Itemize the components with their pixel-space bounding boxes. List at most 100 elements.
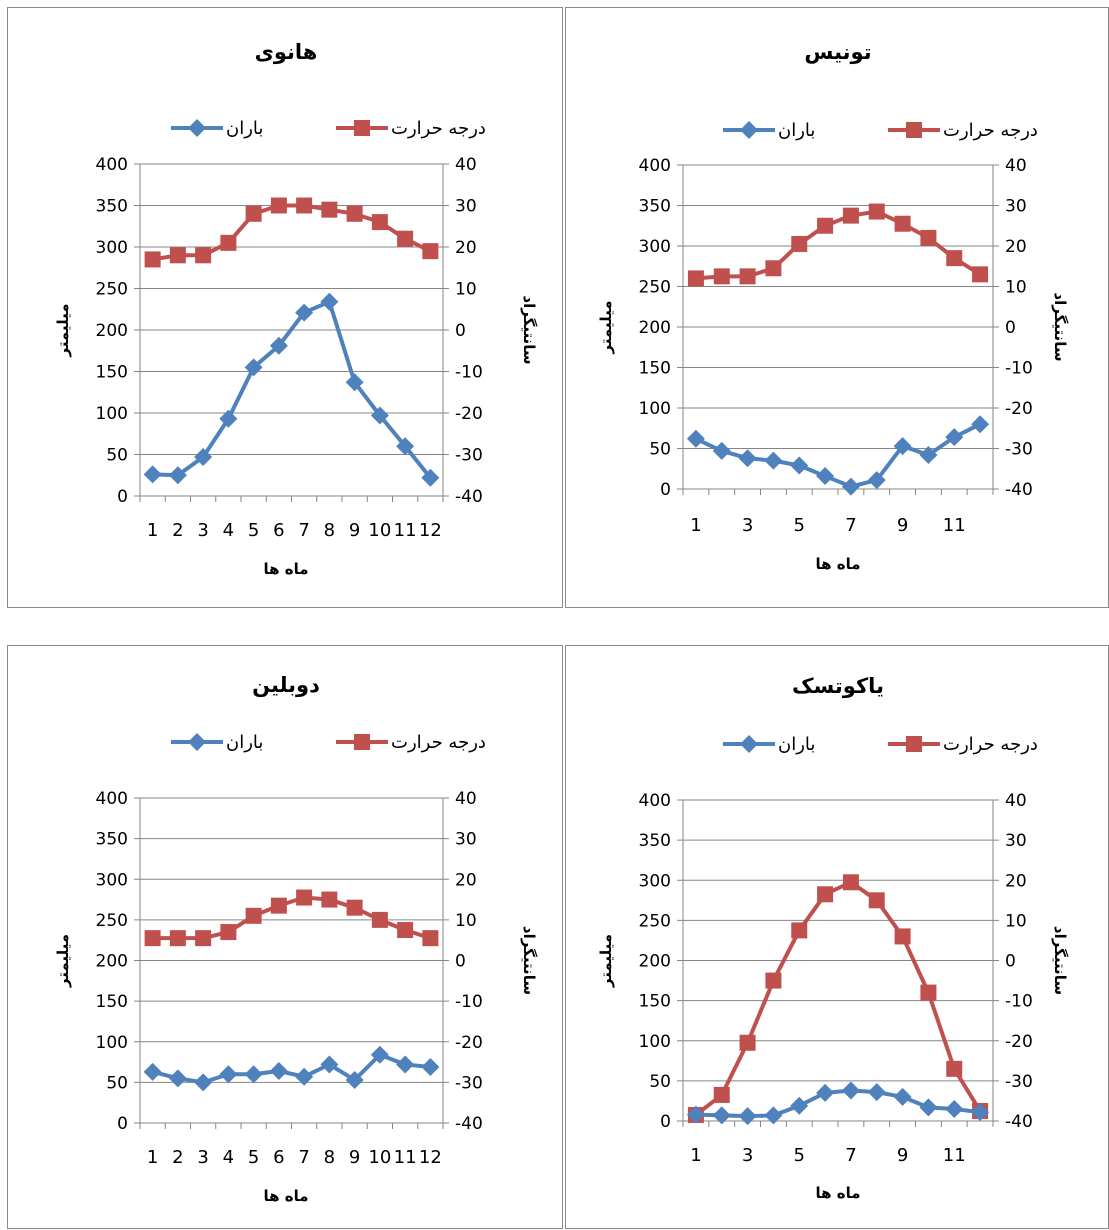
y-tick-label: 150 xyxy=(639,992,671,1012)
temperature-point xyxy=(920,229,937,246)
y2-tick-label: -40 xyxy=(1005,1112,1033,1132)
legend-rain-label: باران xyxy=(226,118,263,139)
temperature-point xyxy=(296,197,313,214)
y2-tick-label: 0 xyxy=(1005,318,1016,338)
y-tick-label: 300 xyxy=(639,237,671,257)
x-tick-label: 11 xyxy=(943,1145,966,1166)
x-tick-label: 4 xyxy=(223,1147,234,1168)
y2-tick-label: -10 xyxy=(455,363,483,383)
rain-point xyxy=(345,373,364,392)
legend-temperature-label: درجه حرارت xyxy=(391,118,486,139)
chart-panel-yakutsk: یاکوتسک درجه حرارت باران 0 -40 50 -30 100 -20 150… xyxy=(565,645,1109,1229)
rain-point xyxy=(295,303,314,322)
temperature-point xyxy=(842,207,859,224)
x-tick-label: 5 xyxy=(794,515,805,536)
x-tick-label: 3 xyxy=(742,515,753,536)
legend-rain-label: باران xyxy=(778,120,815,141)
rain-point xyxy=(320,292,339,311)
y2-tick-label: -20 xyxy=(455,1033,483,1053)
x-tick-label: 1 xyxy=(690,515,701,536)
rain-point xyxy=(194,447,213,466)
temperature-point xyxy=(169,930,186,947)
legend-temperature-label: درجه حرارت xyxy=(391,732,486,753)
temperature-point xyxy=(220,924,237,941)
temperature-point xyxy=(817,886,834,903)
x-tick-label: 11 xyxy=(394,520,417,541)
rain-point xyxy=(168,1069,187,1088)
x-tick-label: 10 xyxy=(368,520,391,541)
y2-tick-label: 10 xyxy=(455,911,477,931)
y-tick-label: 400 xyxy=(639,156,671,176)
x-tick-label: 6 xyxy=(273,520,284,541)
x-tick-label: 5 xyxy=(248,1147,259,1168)
y2-tick-label: -10 xyxy=(455,992,483,1012)
rain-point xyxy=(370,406,389,425)
temperature-point xyxy=(195,930,212,947)
rain-point xyxy=(790,456,809,475)
x-tick-label: 3 xyxy=(197,520,208,541)
temperature-point xyxy=(346,205,363,222)
rain-point xyxy=(396,437,415,456)
y-tick-label: 350 xyxy=(96,197,128,217)
y-axis-title: میلیمتر xyxy=(597,934,615,988)
legend-temperature-marker xyxy=(906,736,922,752)
legend: درجه حرارت باران xyxy=(723,120,1038,141)
rain-point xyxy=(421,1057,440,1076)
y2-tick-label: 20 xyxy=(455,870,477,890)
temperature-point xyxy=(868,892,885,909)
legend-rain-marker xyxy=(740,735,758,753)
temperature-point xyxy=(791,235,808,252)
y-tick-label: 100 xyxy=(639,399,671,419)
temperature-point xyxy=(371,214,388,231)
legend-temperature-marker xyxy=(354,120,370,136)
y2-tick-label: -10 xyxy=(1005,992,1033,1012)
y2-tick-label: -10 xyxy=(1005,359,1033,379)
temperature-point xyxy=(245,205,262,222)
y-tick-label: 100 xyxy=(96,1033,128,1053)
y-tick-label: 350 xyxy=(639,197,671,217)
x-tick-label: 4 xyxy=(223,520,234,541)
y-tick-label: 200 xyxy=(639,318,671,338)
x-tick-label: 9 xyxy=(349,520,360,541)
rain-point xyxy=(219,409,238,428)
chart-panel-tunis: تونیس درجه حرارت باران 0 -40 50 -30 100 -20 150 -1… xyxy=(565,7,1109,608)
temperature-point xyxy=(713,1086,730,1103)
y2-tick-label: 30 xyxy=(1005,197,1027,217)
rain-point xyxy=(867,1083,886,1102)
temperature-point xyxy=(144,251,161,268)
temperature-point xyxy=(296,889,313,906)
y-tick-label: 50 xyxy=(649,1072,671,1092)
x-tick-label: 1 xyxy=(147,520,158,541)
x-tick-label: 2 xyxy=(172,520,183,541)
temperature-point xyxy=(321,201,338,218)
y2-tick-label: 10 xyxy=(1005,911,1027,931)
x-tick-label: 7 xyxy=(845,515,856,536)
rain-point xyxy=(269,336,288,355)
legend-rain-marker xyxy=(188,733,206,751)
y2-tick-label: -20 xyxy=(1005,399,1033,419)
x-tick-label: 9 xyxy=(897,1145,908,1166)
y2-axis-title: سانتیگراد xyxy=(1051,292,1069,361)
y-axis-title: میلیمتر xyxy=(597,300,615,354)
temperature-point xyxy=(346,899,363,916)
y2-tick-label: 0 xyxy=(1005,952,1016,972)
temperature-point xyxy=(894,928,911,945)
temperature-point xyxy=(270,897,287,914)
y2-tick-label: 40 xyxy=(1005,156,1027,176)
rain-point xyxy=(295,1067,314,1086)
y2-tick-label: -20 xyxy=(455,404,483,424)
rain-point xyxy=(867,471,886,490)
rain-point xyxy=(893,437,912,456)
y-tick-label: 150 xyxy=(96,363,128,383)
y2-tick-label: 0 xyxy=(455,952,466,972)
y-tick-label: 250 xyxy=(639,278,671,298)
chart-panel-dublin: دوبلین درجه حرارت باران 0 -40 50 -30 100 -20 150-… xyxy=(7,645,563,1229)
chart-title: یاکوتسک xyxy=(792,674,884,698)
y-tick-label: 0 xyxy=(117,1114,128,1134)
x-tick-label: 11 xyxy=(394,1147,417,1168)
rain-point xyxy=(764,451,783,470)
y2-tick-label: 20 xyxy=(455,238,477,258)
temperature-point xyxy=(894,215,911,232)
y2-tick-label: 20 xyxy=(1005,237,1027,257)
